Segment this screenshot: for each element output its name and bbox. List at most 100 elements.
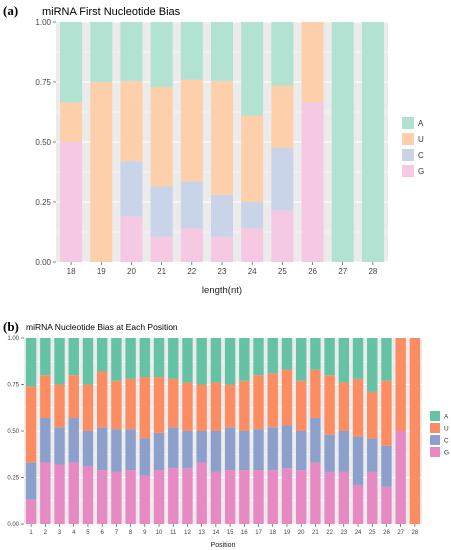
panel-b-x-tick-label: 5	[86, 530, 90, 536]
panel-b-x-tick-label: 22	[326, 530, 333, 536]
bar-segment-U-1	[25, 386, 37, 463]
panel-a-x-tick-label: 19	[97, 267, 106, 276]
bar-segment-A-1	[25, 338, 37, 387]
panel-a-x-tick-label: 21	[157, 267, 166, 276]
bar-segment-G-22	[324, 471, 335, 524]
bar-segment-A-2	[40, 338, 51, 376]
bar-segment-U-9	[139, 377, 151, 439]
panel-b-x-tick-label: 15	[227, 530, 234, 536]
bar-segment-C-26	[381, 445, 392, 487]
bar-segment-A-10	[153, 338, 165, 378]
bar-segment-U-25	[367, 391, 378, 439]
bar-segment-G-21	[150, 236, 173, 262]
bar-segment-A-4	[68, 338, 79, 376]
bar-segment-U-25	[271, 85, 294, 148]
panel-b-x-tick-label: 13	[198, 530, 205, 536]
panel-b-y-tick-label: 0.25	[7, 476, 19, 482]
panel-b-x-tick-label: 11	[170, 530, 177, 536]
panel-b-x-tick-label: 23	[340, 530, 347, 536]
bar-segment-U-17	[253, 375, 264, 430]
bar-segment-C-6	[96, 427, 108, 471]
bar-segment-C-9	[139, 438, 151, 476]
bar-segment-U-5	[82, 384, 94, 431]
bar-segment-A-13	[196, 338, 207, 385]
bar-segment-A-9	[139, 338, 151, 378]
bar-segment-U-2	[40, 375, 51, 418]
bar-segment-U-14	[210, 382, 222, 431]
bar-segment-C-22	[180, 181, 203, 229]
legend-label-U: U	[444, 426, 449, 433]
panel-b-x-tick-label: 16	[241, 530, 248, 536]
panel-a: (a) miRNA First Nucleotide Bias 0.00 0.25…	[3, 3, 424, 296]
bar-segment-C-17	[253, 429, 264, 471]
bar-segment-U-21	[150, 86, 173, 187]
bar-segment-C-16	[239, 431, 250, 471]
panel-b-x-tick-label: 19	[284, 530, 291, 536]
bar-segment-A-7	[111, 338, 122, 381]
panel-b-x-tick-label: 3	[58, 530, 62, 536]
legend-swatch-U	[402, 133, 414, 145]
bar-segment-U-13	[196, 384, 207, 431]
bar-segment-C-18	[267, 427, 278, 471]
panel-a-y-tick-label: 0.25	[35, 198, 51, 207]
bar-segment-G-11	[168, 468, 179, 524]
bar-segment-G-7	[111, 471, 122, 524]
bar-segment-U-10	[153, 377, 165, 433]
legend-label-G: G	[444, 450, 449, 457]
bar-segment-U-12	[182, 382, 193, 431]
panel-b-x-tick-label: 28	[412, 530, 419, 536]
bar-segment-G-25	[271, 210, 294, 262]
bar-segment-A-23	[210, 22, 234, 81]
bar-segment-A-17	[253, 338, 264, 376]
bar-segment-U-16	[239, 380, 250, 431]
bar-segment-G-14	[210, 471, 222, 524]
bar-segment-A-5	[82, 338, 94, 385]
bar-segment-C-1	[25, 462, 37, 500]
panel-b-x-tick-label: 10	[156, 530, 163, 536]
bar-segment-C-23	[338, 431, 350, 472]
bar-segment-G-19	[281, 468, 293, 524]
legend-swatch-A	[402, 117, 414, 129]
bar-segment-C-14	[210, 431, 222, 472]
legend-label-A: A	[418, 119, 424, 128]
bar-segment-A-18	[60, 22, 83, 103]
panel-a-y-tick-label: 1.00	[35, 18, 51, 27]
bar-segment-C-22	[324, 434, 335, 472]
panel-b-x-ticks: 1 2 3 4 5 6 7 8 9 10 11 12 13 14 15 16 17 18 19 20 21 22 23 24 2…	[29, 524, 419, 536]
bar-segment-C-8	[125, 429, 136, 471]
bar-segment-G-18	[60, 142, 83, 262]
bar-segment-A-27	[331, 22, 354, 262]
bar-segment-U-21	[310, 369, 321, 418]
panel-b-x-tick-label: 4	[72, 530, 76, 536]
panel-b-x-tick-label: 20	[298, 530, 305, 536]
bar-segment-A-21	[310, 338, 321, 370]
bar-segment-G-13	[196, 462, 207, 524]
bar-segment-U-20	[295, 380, 307, 431]
panel-b-y-tick-label: 1.00	[7, 336, 19, 342]
panel-b-x-tick-label: 27	[397, 530, 404, 536]
bar-segment-U-11	[168, 378, 179, 428]
panel-b-x-tick-label: 9	[143, 530, 147, 536]
panel-b-x-tick-label: 6	[101, 530, 105, 536]
bar-segment-U-27	[395, 338, 406, 431]
bar-segment-G-16	[239, 470, 250, 524]
legend-swatch-G	[402, 165, 414, 177]
panel-a-x-tick-label: 25	[278, 267, 287, 276]
panel-b-x-tick-label: 18	[269, 530, 276, 536]
bar-segment-U-8	[125, 378, 136, 430]
bar-segment-G-1	[25, 499, 37, 524]
bar-segment-U-15	[224, 384, 236, 428]
bar-segment-G-12	[182, 468, 193, 524]
panel-b-x-tick-label: 14	[213, 530, 220, 536]
panel-b-label: (b)	[3, 319, 19, 334]
panel-a-y-tick-label: 0.75	[35, 78, 51, 87]
bar-segment-G-26	[301, 102, 324, 263]
bar-segment-A-22	[324, 338, 335, 376]
bar-segment-G-2	[40, 462, 51, 524]
bar-segment-U-26	[381, 380, 392, 446]
bar-segment-U-22	[324, 375, 335, 435]
bar-segment-U-18	[267, 373, 278, 428]
bar-segment-C-4	[68, 417, 79, 463]
bar-segment-G-5	[82, 466, 94, 524]
